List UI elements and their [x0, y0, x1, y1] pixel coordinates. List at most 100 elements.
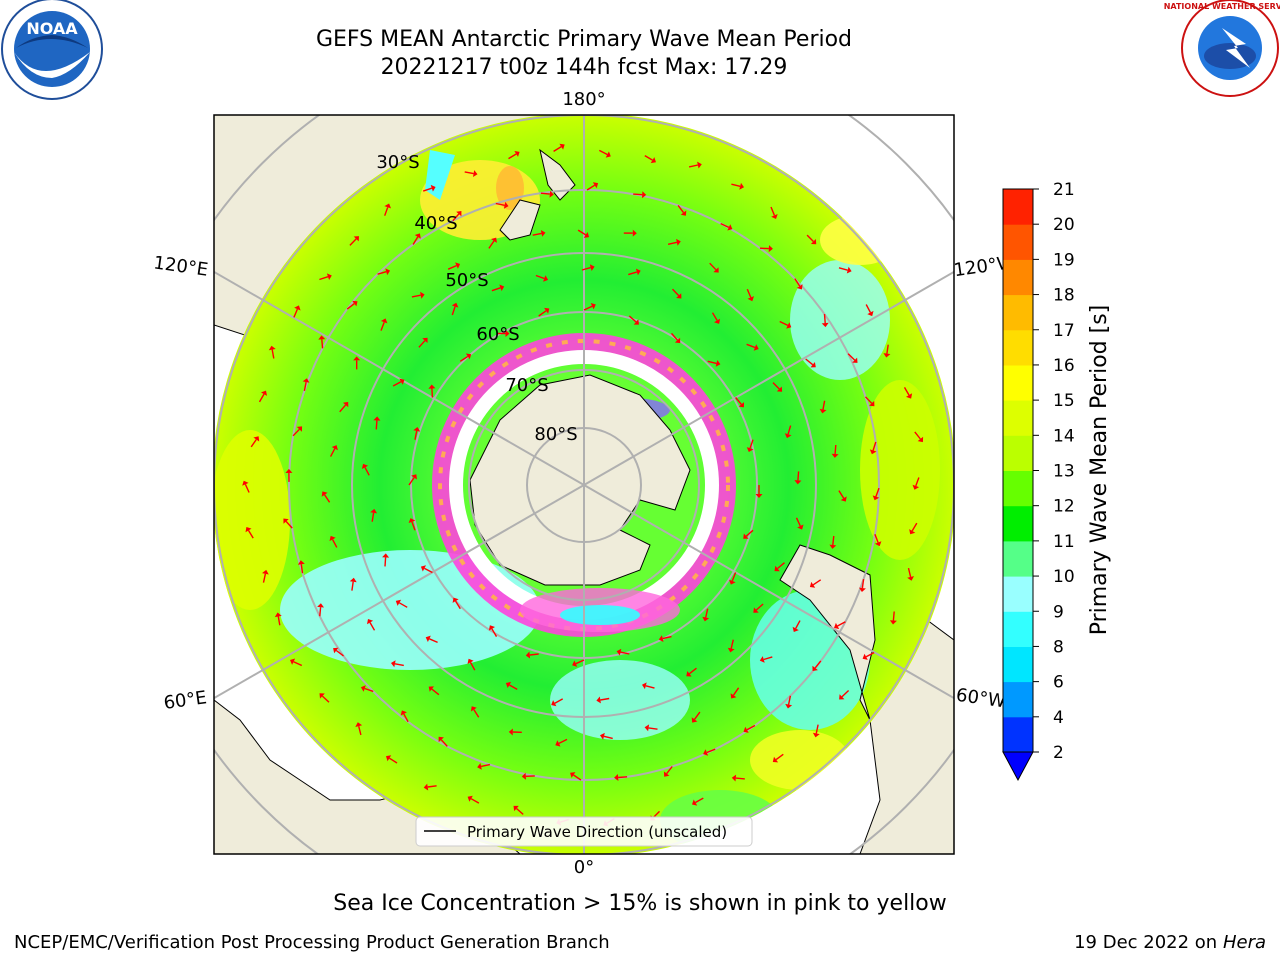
wave-direction-arrow — [864, 396, 875, 407]
colorbar-segment — [1003, 224, 1033, 260]
wave-direction-arrow — [735, 397, 744, 408]
wave-direction-arrow — [709, 262, 719, 273]
colorbar-tick-label: 18 — [1053, 286, 1075, 306]
wave-direction-arrow — [413, 427, 421, 440]
wave-direction-arrow — [459, 353, 472, 362]
colorbar-segment — [1003, 189, 1033, 225]
wave-direction-arrow — [686, 667, 697, 677]
wave-direction-arrow — [412, 233, 421, 245]
wave-direction-arrow — [319, 693, 330, 703]
wave-direction-arrow — [408, 518, 416, 531]
wave-direction-arrow — [392, 378, 405, 387]
wave-direction-arrow — [746, 439, 754, 452]
wave-direction-arrow — [642, 682, 655, 690]
wave-direction-arrow — [600, 732, 613, 740]
wave-direction-arrow — [731, 182, 744, 190]
wave-direction-arrow — [292, 426, 303, 437]
wave-direction-arrow — [319, 273, 332, 281]
wave-direction-arrow — [839, 689, 850, 700]
wave-direction-arrow — [555, 738, 568, 747]
wave-direction-arrow — [467, 795, 480, 804]
wave-direction-arrow — [349, 236, 359, 246]
wave-direction-arrow — [290, 658, 303, 667]
wave-direction-arrow — [914, 431, 924, 443]
wave-direction-arrow — [658, 635, 672, 642]
wave-direction-arrow — [535, 274, 549, 282]
wave-direction-arrow — [470, 706, 480, 718]
wave-direction-arrow — [847, 353, 858, 363]
colorbar-segment — [1003, 259, 1033, 296]
lon-label-0: 0° — [574, 857, 594, 878]
date-value: 19 Dec 2022 on — [1074, 932, 1218, 953]
colorbar-tick-label: 8 — [1053, 637, 1064, 657]
colorbar-tick-label: 6 — [1053, 673, 1064, 693]
wave-direction-arrow — [784, 425, 792, 439]
credit-text: NCEP/EMC/Verification Post Processing Pr… — [14, 932, 610, 953]
wave-direction-arrow — [317, 603, 324, 617]
date-text: 19 Dec 2022 on Hera — [1074, 932, 1266, 953]
wave-direction-arrow — [907, 567, 914, 581]
wave-direction-arrow — [360, 685, 374, 693]
lon-label-180: 180° — [562, 89, 605, 110]
noaa-logo-text: NOAA — [26, 19, 78, 38]
machine-name: Hera — [1222, 932, 1266, 953]
wave-direction-arrow — [411, 291, 425, 299]
wave-direction-arrow — [572, 659, 585, 667]
wave-direction-arrow — [711, 312, 721, 324]
wave-direction-arrow — [521, 772, 535, 780]
colorbar-segment — [1003, 364, 1033, 401]
colorbar-segment — [1003, 294, 1033, 331]
wave-direction-arrow — [644, 154, 656, 164]
wave-direction-arrow — [423, 783, 437, 791]
wave-direction-arrow — [779, 320, 792, 329]
colorbar: 2 4 6 8 9 10 11 12 13 14 15 16 17 18 19 20 21 — [1002, 180, 1075, 782]
wave-direction-arrow — [883, 344, 891, 358]
nws-logo: NATIONAL WEATHER SERVICE — [1164, 0, 1280, 97]
colorbar-tick-label: 4 — [1053, 708, 1064, 728]
colorbar-tick-label: 13 — [1053, 462, 1075, 482]
wave-direction-arrow — [377, 268, 391, 276]
wave-direction-arrow — [505, 681, 518, 691]
wave-direction-arrow — [812, 660, 822, 671]
wave-direction-arrow — [570, 772, 582, 781]
colorbar-segment — [1003, 611, 1033, 647]
wave-direction-arrow — [262, 569, 269, 583]
wave-direction-arrow — [869, 441, 877, 455]
wave-direction-arrow — [912, 477, 920, 490]
wave-direction-arrow — [688, 161, 702, 169]
wave-direction-arrow — [614, 774, 628, 781]
wave-direction-arrow — [821, 314, 829, 328]
wave-direction-arrow — [355, 722, 363, 736]
legend-label: Primary Wave Direction (unscaled) — [467, 823, 727, 841]
wave-direction-arrow — [447, 262, 461, 270]
wave-direction-arrow — [540, 190, 554, 198]
wave-direction-arrow — [581, 264, 595, 271]
wave-direction-arrow — [508, 151, 520, 160]
wave-direction-arrow — [692, 797, 704, 806]
wave-direction-arrow — [586, 182, 599, 191]
wave-direction-arrow — [829, 535, 837, 549]
wave-direction-arrow — [339, 401, 349, 413]
wave-direction-arrow — [400, 710, 409, 723]
wave-direction-arrow — [770, 206, 778, 219]
wave-direction-arrow — [395, 599, 408, 608]
wave-direction-arrow — [293, 305, 301, 318]
lat-label-30s: 30°S — [376, 152, 419, 173]
wave-direction-arrow — [691, 711, 701, 723]
wave-direction-arrow — [596, 696, 610, 704]
map-legend: Primary Wave Direction (unscaled) — [415, 816, 753, 847]
lat-label-50s: 50°S — [445, 270, 488, 291]
wave-direction-arrow — [428, 384, 436, 398]
wave-direction-arrow — [809, 579, 822, 588]
wave-direction-arrow — [283, 518, 293, 529]
colorbar-segment — [1003, 400, 1033, 436]
wave-direction-arrow — [644, 724, 658, 732]
wave-direction-arrow — [774, 562, 785, 572]
colorbar-tick-label: 16 — [1053, 356, 1075, 376]
wave-direction-arrow — [422, 184, 436, 192]
wave-direction-arrow — [743, 724, 756, 733]
wave-direction-arrow — [488, 237, 497, 249]
wave-direction-arrow — [496, 330, 510, 337]
wave-direction-arrow — [553, 143, 565, 152]
